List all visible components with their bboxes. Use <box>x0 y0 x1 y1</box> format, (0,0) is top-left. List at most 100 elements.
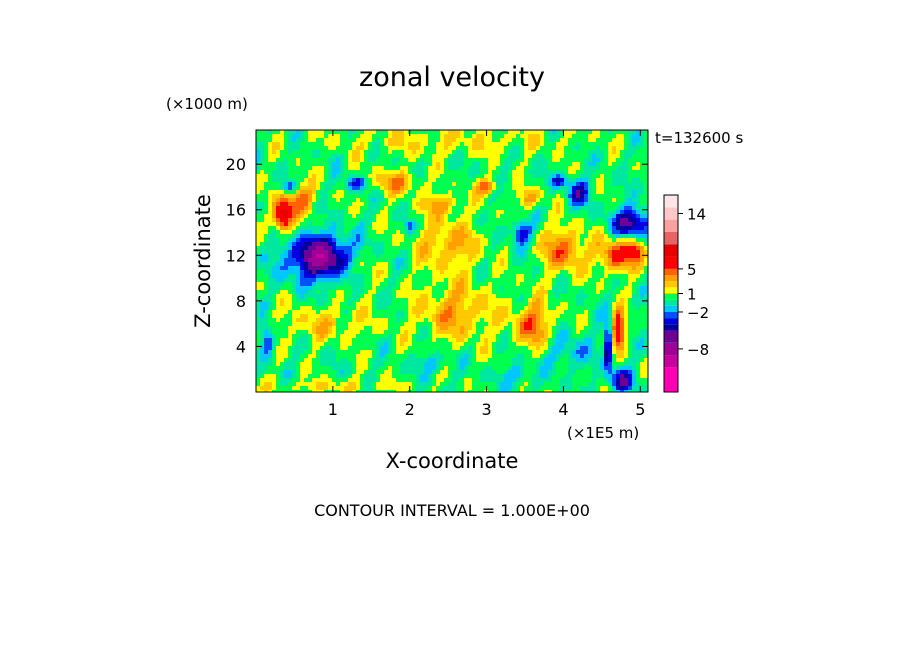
field-cell <box>284 178 289 183</box>
field-cell <box>584 274 589 279</box>
field-cell <box>456 246 461 251</box>
field-cell <box>264 198 269 203</box>
field-cell <box>512 138 517 143</box>
field-cell <box>544 134 549 139</box>
field-cell <box>296 222 301 227</box>
field-cell <box>292 182 297 187</box>
field-cell <box>592 306 597 311</box>
field-cell <box>416 314 421 319</box>
field-cell <box>272 190 277 195</box>
field-cell <box>504 150 509 155</box>
field-cell <box>576 134 581 139</box>
field-cell <box>320 298 325 303</box>
field-cell <box>320 330 325 335</box>
field-cell <box>464 290 469 295</box>
field-cell <box>576 246 581 251</box>
field-cell <box>500 174 505 179</box>
field-cell <box>416 210 421 215</box>
field-cell <box>388 306 393 311</box>
field-cell <box>636 178 641 183</box>
field-cell <box>296 318 301 323</box>
field-cell <box>468 134 473 139</box>
field-cell <box>644 258 648 263</box>
field-cell <box>512 330 517 335</box>
field-cell <box>604 298 609 303</box>
field-cell <box>324 242 329 247</box>
field-cell <box>400 310 405 315</box>
field-cell <box>372 186 377 191</box>
field-cell <box>364 130 369 135</box>
field-cell <box>312 246 317 251</box>
field-cell <box>428 282 433 287</box>
field-cell <box>380 182 385 187</box>
field-cell <box>464 298 469 303</box>
field-cell <box>468 314 473 319</box>
field-cell <box>416 222 421 227</box>
field-cell <box>580 262 585 267</box>
field-cell <box>460 278 465 283</box>
field-cell <box>476 146 481 151</box>
field-cell <box>492 210 497 215</box>
field-cell <box>540 186 545 191</box>
field-cell <box>400 206 405 211</box>
field-cell <box>364 310 369 315</box>
field-cell <box>588 218 593 223</box>
field-cell <box>496 214 501 219</box>
field-cell <box>628 294 633 299</box>
field-cell <box>384 246 389 251</box>
field-cell <box>452 210 457 215</box>
field-cell <box>580 298 585 303</box>
field-cell <box>296 250 301 255</box>
field-cell <box>408 198 413 203</box>
field-cell <box>504 306 509 311</box>
field-cell <box>392 298 397 303</box>
field-cell <box>300 302 305 307</box>
field-cell <box>540 238 545 243</box>
field-cell <box>504 186 509 191</box>
field-cell <box>424 322 429 327</box>
field-cell <box>268 246 273 251</box>
field-cell <box>260 230 265 235</box>
field-cell <box>468 246 473 251</box>
field-cell <box>580 166 585 171</box>
field-cell <box>260 202 265 207</box>
field-cell <box>412 330 417 335</box>
field-cell <box>536 298 541 303</box>
field-cell <box>324 246 329 251</box>
field-cell <box>308 234 313 239</box>
field-cell <box>376 238 381 243</box>
field-cell <box>304 194 309 199</box>
field-cell <box>376 210 381 215</box>
field-cell <box>420 186 425 191</box>
field-cell <box>488 270 493 275</box>
field-cell <box>636 274 641 279</box>
field-cell <box>384 174 389 179</box>
field-cell <box>592 190 597 195</box>
field-cell <box>516 130 521 135</box>
field-cell <box>440 302 445 307</box>
field-cell <box>320 226 325 231</box>
field-cell <box>468 142 473 147</box>
field-cell <box>564 226 569 231</box>
field-cell <box>576 330 581 335</box>
field-cell <box>632 246 637 251</box>
field-cell <box>516 158 521 163</box>
field-cell <box>488 194 493 199</box>
field-cell <box>600 206 605 211</box>
field-cell <box>548 222 553 227</box>
field-cell <box>388 278 393 283</box>
field-cell <box>268 270 273 275</box>
field-cell <box>612 242 617 247</box>
field-cell <box>584 214 589 219</box>
field-cell <box>284 202 289 207</box>
field-cell <box>464 130 469 135</box>
field-cell <box>328 202 333 207</box>
field-cell <box>580 146 585 151</box>
field-cell <box>436 214 441 219</box>
field-cell <box>528 298 533 303</box>
field-cell <box>580 150 585 155</box>
field-cell <box>324 134 329 139</box>
field-cell <box>404 278 409 283</box>
field-cell <box>576 190 581 195</box>
field-cell <box>316 286 321 291</box>
